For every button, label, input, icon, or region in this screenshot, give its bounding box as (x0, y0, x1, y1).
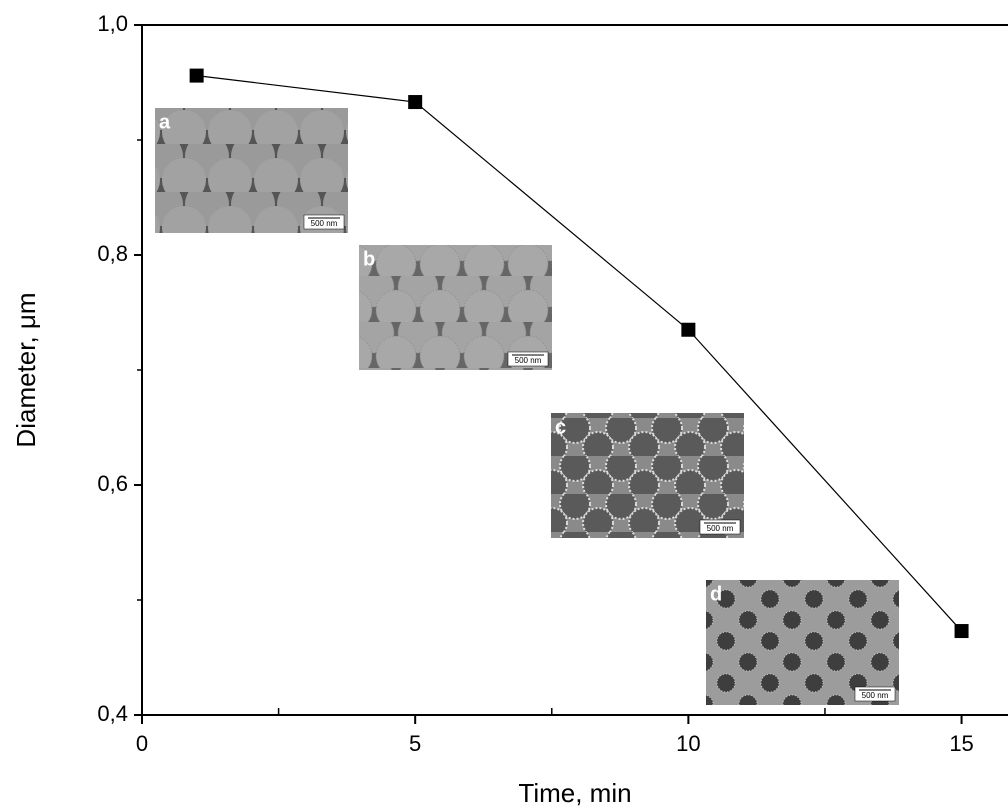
sem-image (706, 580, 899, 705)
inset-label: d (710, 583, 722, 605)
x-tick-label: 5 (409, 731, 421, 756)
scale-label: 500 nm (311, 219, 338, 228)
sem-image (359, 245, 552, 370)
data-point (408, 95, 423, 110)
data-point (954, 624, 969, 639)
scale-label: 500 nm (707, 524, 734, 533)
x-axis-title: Time, min (518, 778, 631, 808)
scale-label: 500 nm (515, 356, 542, 365)
data-point (681, 322, 696, 337)
inset-label: b (363, 248, 375, 270)
y-tick-label: 0,6 (97, 471, 128, 496)
y-tick-label: 0,8 (97, 241, 128, 266)
sem-image (551, 413, 744, 538)
x-tick-label: 15 (949, 731, 973, 756)
inset-label: c (555, 416, 566, 438)
y-axis-title: Diameter, μm (11, 292, 41, 447)
x-tick-label: 10 (676, 731, 700, 756)
x-tick-label: 0 (136, 731, 148, 756)
series-line (196, 75, 963, 632)
sem-image (155, 108, 348, 233)
inset-label: a (159, 111, 171, 133)
scale-label: 500 nm (862, 691, 889, 700)
y-tick-label: 1,0 (97, 11, 128, 36)
data-point (189, 68, 204, 83)
y-tick-label: 0,4 (97, 701, 128, 726)
